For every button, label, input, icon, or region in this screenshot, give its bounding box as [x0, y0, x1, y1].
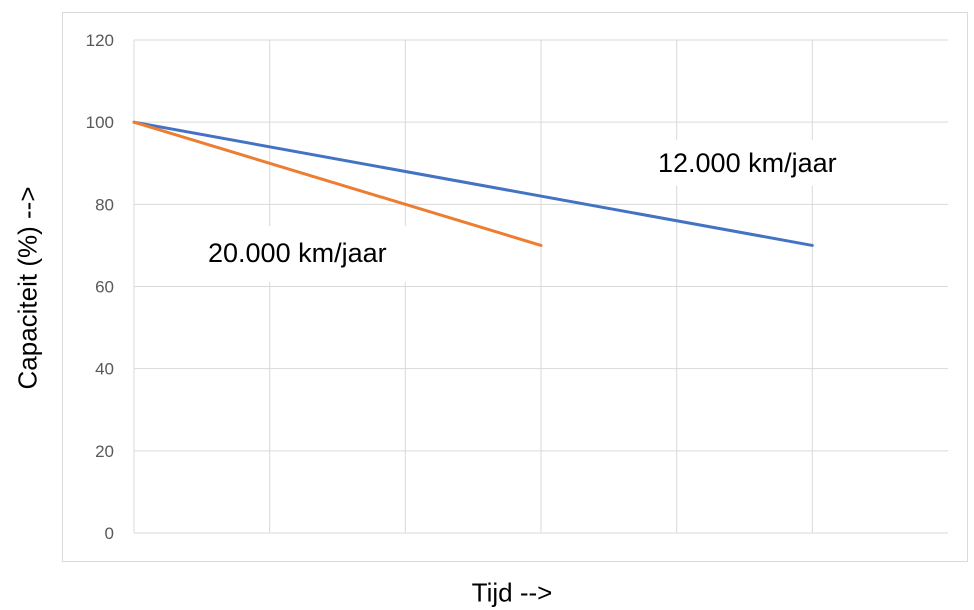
series-label-12000: 12.000 km/jaar: [658, 148, 837, 178]
series-line-orange: [132, 120, 543, 247]
y-tick-label: 20: [95, 442, 114, 461]
series-line-blue: [132, 120, 814, 247]
series-label-background: [200, 226, 440, 282]
y-tick-label: 40: [95, 360, 114, 379]
y-tick-label: 100: [86, 113, 114, 132]
y-tick-label: 80: [95, 195, 114, 214]
y-tick-label: 60: [95, 278, 114, 297]
series-label-background: [650, 140, 890, 186]
y-axis-label: Capaciteit (%) -->: [12, 186, 43, 390]
y-tick-label: 120: [86, 31, 114, 50]
y-tick-label: 0: [105, 524, 114, 543]
x-axis-label: Tijd -->: [471, 577, 553, 608]
series-label-20000: 20.000 km/jaar: [208, 238, 387, 268]
